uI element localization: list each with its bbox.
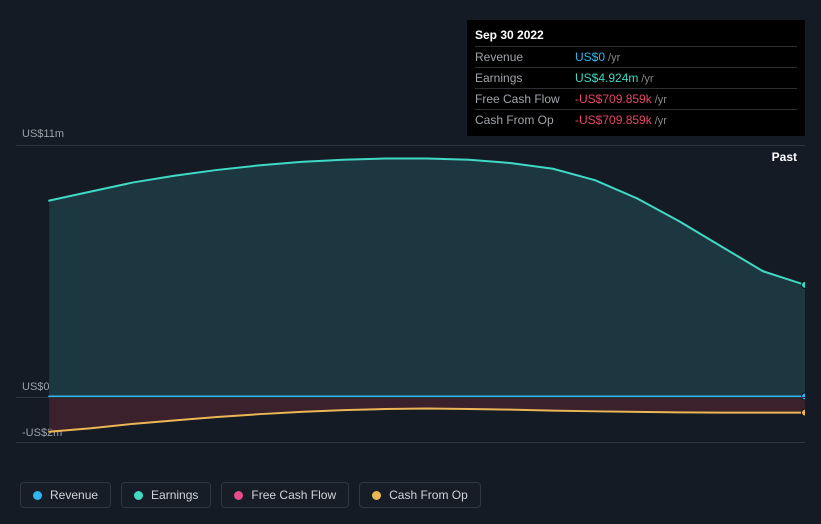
tooltip-unit: /yr <box>608 52 620 64</box>
tooltip-row: Earnings US$4.924m/yr <box>475 68 797 89</box>
tooltip-value: US$4.924m/yr <box>575 68 797 89</box>
tooltip-value-text: -US$709.859k <box>575 92 652 106</box>
tooltip-table: Revenue US$0/yr Earnings US$4.924m/yr Fr… <box>475 46 797 130</box>
chart-plot-area[interactable] <box>16 145 805 443</box>
tooltip-row: Free Cash Flow -US$709.859k/yr <box>475 89 797 110</box>
tooltip-label: Earnings <box>475 68 575 89</box>
legend: Revenue Earnings Free Cash Flow Cash Fro… <box>20 482 481 508</box>
tooltip-row: Revenue US$0/yr <box>475 47 797 68</box>
legend-item-free-cash-flow[interactable]: Free Cash Flow <box>221 482 349 508</box>
y-axis-label-max: US$11m <box>22 128 64 140</box>
tooltip-label: Revenue <box>475 47 575 68</box>
tooltip-value: -US$709.859k/yr <box>575 89 797 110</box>
legend-label: Earnings <box>151 488 198 502</box>
legend-item-earnings[interactable]: Earnings <box>121 482 211 508</box>
tooltip-value: US$0/yr <box>575 47 797 68</box>
tooltip-label: Free Cash Flow <box>475 89 575 110</box>
legend-dot-icon <box>372 491 381 500</box>
legend-dot-icon <box>33 491 42 500</box>
tooltip-unit: /yr <box>655 94 667 106</box>
legend-label: Cash From Op <box>389 488 468 502</box>
tooltip-value: -US$709.859k/yr <box>575 110 797 131</box>
tooltip-value-text: US$0 <box>575 50 605 64</box>
chart-container: Sep 30 2022 Revenue US$0/yr Earnings US$… <box>0 0 821 524</box>
tooltip-date: Sep 30 2022 <box>475 24 797 46</box>
tooltip-value-text: US$4.924m <box>575 71 638 85</box>
legend-dot-icon <box>134 491 143 500</box>
tooltip-unit: /yr <box>655 115 667 127</box>
tooltip-value-text: -US$709.859k <box>575 113 652 127</box>
legend-label: Free Cash Flow <box>251 488 336 502</box>
legend-dot-icon <box>234 491 243 500</box>
data-tooltip: Sep 30 2022 Revenue US$0/yr Earnings US$… <box>467 20 805 136</box>
tooltip-unit: /yr <box>641 73 653 85</box>
legend-item-revenue[interactable]: Revenue <box>20 482 111 508</box>
zero-gridline <box>16 397 805 398</box>
tooltip-row: Cash From Op -US$709.859k/yr <box>475 110 797 131</box>
legend-item-cash-from-op[interactable]: Cash From Op <box>359 482 481 508</box>
tooltip-label: Cash From Op <box>475 110 575 131</box>
legend-label: Revenue <box>50 488 98 502</box>
